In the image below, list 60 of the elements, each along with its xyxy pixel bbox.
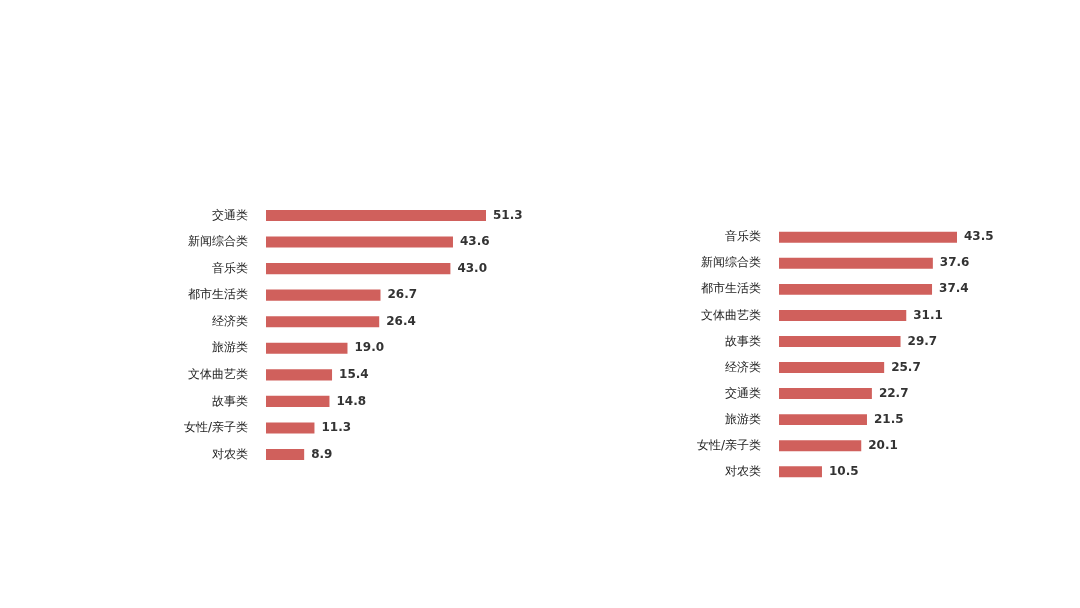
bar <box>266 236 453 248</box>
bar <box>779 362 885 373</box>
bar <box>779 231 957 243</box>
y-tick-label: 交通类 <box>725 385 761 400</box>
y-tick-label: 音乐类 <box>725 229 761 244</box>
data-label: 37.4 <box>939 281 969 296</box>
bar <box>266 209 486 222</box>
bar <box>779 336 901 347</box>
y-tick-label: 经济类 <box>725 359 761 374</box>
data-label: 19.0 <box>354 340 385 355</box>
data-label: 43.6 <box>459 234 490 249</box>
data-label: 20.1 <box>868 437 898 452</box>
bar <box>266 289 381 301</box>
data-label: 14.8 <box>336 393 367 408</box>
y-tick-label: 故事类 <box>212 393 248 408</box>
y-tick-label: 女性/亲子类 <box>696 437 761 452</box>
y-tick-label: 文体曲艺类 <box>701 307 761 322</box>
data-label: 22.7 <box>878 385 909 400</box>
y-tick-label: 都市生活类 <box>701 281 761 296</box>
y-tick-label: 旅游类 <box>725 411 761 426</box>
y-tick-label: 经济类 <box>212 313 248 328</box>
data-label: 43.5 <box>964 229 994 244</box>
bar <box>266 369 333 381</box>
data-label: 10.5 <box>828 463 859 478</box>
y-tick-label: 音乐类 <box>212 260 248 275</box>
y-tick-label: 文体曲艺类 <box>188 366 248 381</box>
data-label: 8.9 <box>311 446 333 461</box>
bar <box>266 342 348 354</box>
bar <box>266 316 380 328</box>
y-tick-label: 旅游类 <box>212 340 248 355</box>
data-label: 51.3 <box>493 207 523 222</box>
y-tick-label: 交通类 <box>212 207 248 222</box>
y-tick-label: 女性/亲子类 <box>183 420 248 435</box>
data-label: 21.5 <box>873 411 904 426</box>
bar <box>779 440 862 452</box>
data-label: 15.4 <box>339 366 369 381</box>
data-label: 43.0 <box>457 260 488 275</box>
data-label: 26.7 <box>387 287 418 302</box>
y-tick-label: 故事类 <box>725 333 761 348</box>
bar <box>779 257 933 269</box>
data-label: 26.4 <box>386 313 416 328</box>
bar <box>266 422 315 434</box>
bar <box>266 395 330 407</box>
data-label: 11.3 <box>321 420 352 435</box>
bar <box>779 309 907 321</box>
bar <box>779 466 822 478</box>
data-label: 25.7 <box>891 359 921 374</box>
y-tick-label: 对农类 <box>725 463 761 478</box>
data-label: 31.1 <box>913 307 943 322</box>
bar <box>779 414 867 426</box>
bar <box>266 263 451 275</box>
data-label: 29.7 <box>907 333 938 348</box>
bar <box>779 283 933 295</box>
y-tick-label: 对农类 <box>212 446 248 461</box>
y-tick-label: 新闻综合类 <box>188 234 248 249</box>
y-tick-label: 新闻综合类 <box>701 255 761 270</box>
data-label: 37.6 <box>939 255 970 270</box>
y-tick-label: 都市生活类 <box>188 287 248 302</box>
bar <box>266 448 305 461</box>
bar <box>779 388 872 400</box>
